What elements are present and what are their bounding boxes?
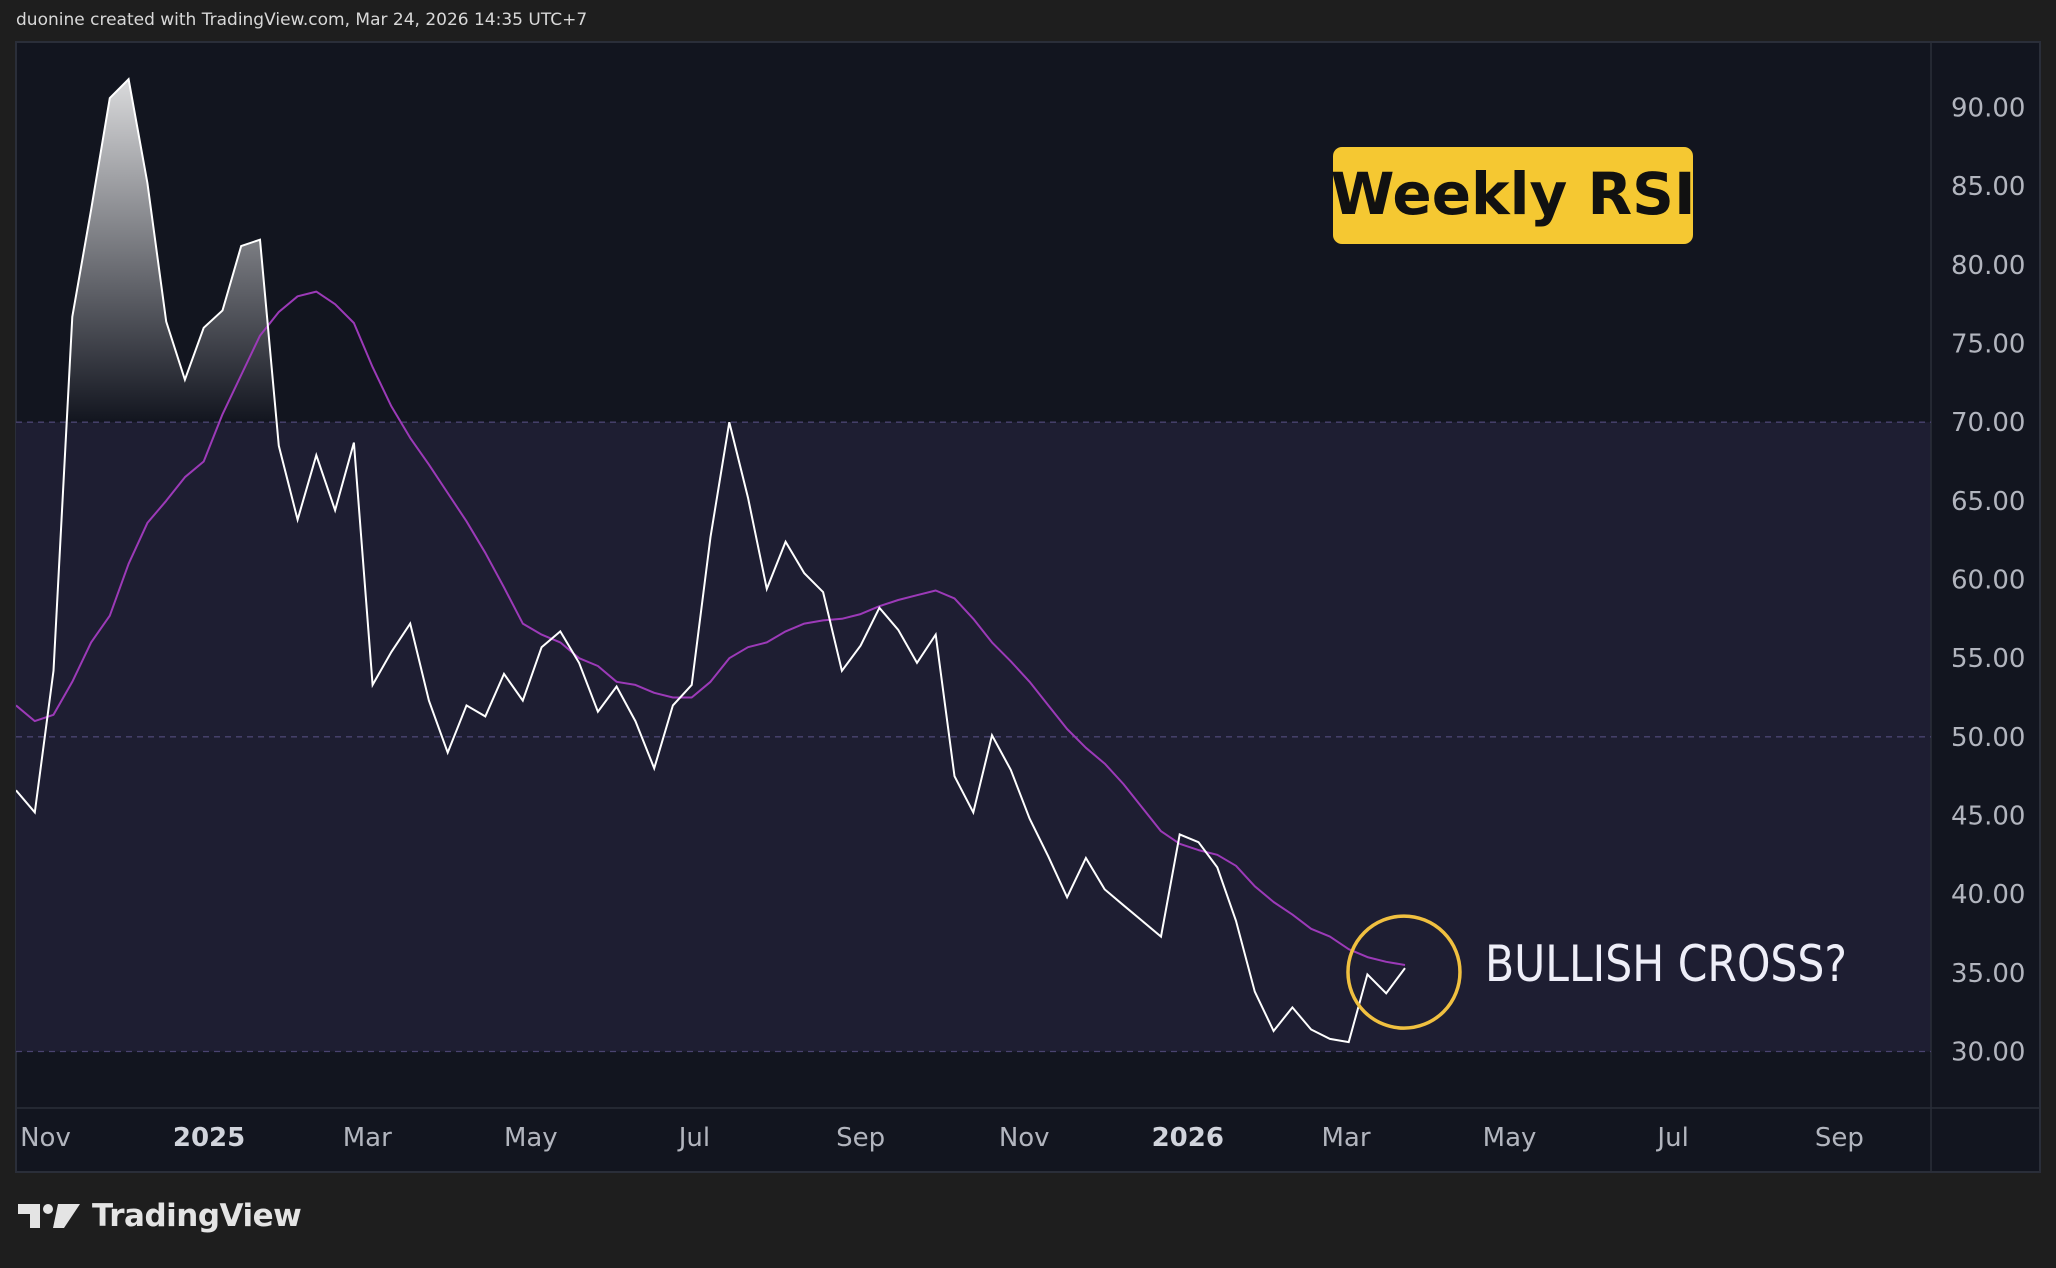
x-tick-label: Mar xyxy=(1321,1123,1370,1153)
bullish-cross-label: BULLISH CROSS? xyxy=(1485,935,1847,993)
y-tick-label: 45.00 xyxy=(1951,802,2025,832)
title-box xyxy=(1333,147,1693,244)
y-tick-label: 80.00 xyxy=(1951,251,2025,281)
x-tick-label: Sep xyxy=(836,1123,885,1153)
y-tick-label: 50.00 xyxy=(1951,723,2025,753)
rsi-ma-line xyxy=(16,290,1406,966)
x-tick-label: Jul xyxy=(1655,1123,1688,1153)
x-tick-label: May xyxy=(504,1123,558,1153)
tradingview-brand[interactable]: TradingView xyxy=(18,1198,302,1234)
rsi-line xyxy=(16,77,1406,1044)
plot-area xyxy=(16,77,1406,1044)
tradingview-wordmark: TradingView xyxy=(92,1198,302,1234)
x-tick-label: Sep xyxy=(1815,1123,1864,1153)
y-tick-label: 35.00 xyxy=(1951,959,2025,989)
overbought-fill xyxy=(66,79,277,423)
x-tick-label: Nov xyxy=(20,1123,71,1153)
y-tick-label: 60.00 xyxy=(1951,566,2025,596)
x-tick-label: 2025 xyxy=(173,1123,245,1153)
x-tick-label: Jul xyxy=(677,1123,710,1153)
x-tick-label: May xyxy=(1483,1123,1537,1153)
y-tick-label: 90.00 xyxy=(1951,94,2025,124)
y-tick-label: 85.00 xyxy=(1951,172,2025,202)
y-tick-label: 65.00 xyxy=(1951,487,2025,517)
title-box-label: Weekly RSI xyxy=(1330,160,1695,228)
y-tick-label: 55.00 xyxy=(1951,644,2025,674)
x-tick-label: Nov xyxy=(999,1123,1050,1153)
callout-circle xyxy=(1346,914,1462,1030)
chart-caption: duonine created with TradingView.com, Ma… xyxy=(16,10,588,30)
y-tick-label: 40.00 xyxy=(1951,880,2025,910)
x-tick-label: Mar xyxy=(343,1123,392,1153)
x-tick-label: 2026 xyxy=(1152,1123,1224,1153)
tradingview-logo-icon xyxy=(18,1204,80,1228)
y-tick-label: 30.00 xyxy=(1951,1038,2025,1068)
y-tick-label: 70.00 xyxy=(1951,408,2025,438)
y-tick-label: 75.00 xyxy=(1951,330,2025,360)
